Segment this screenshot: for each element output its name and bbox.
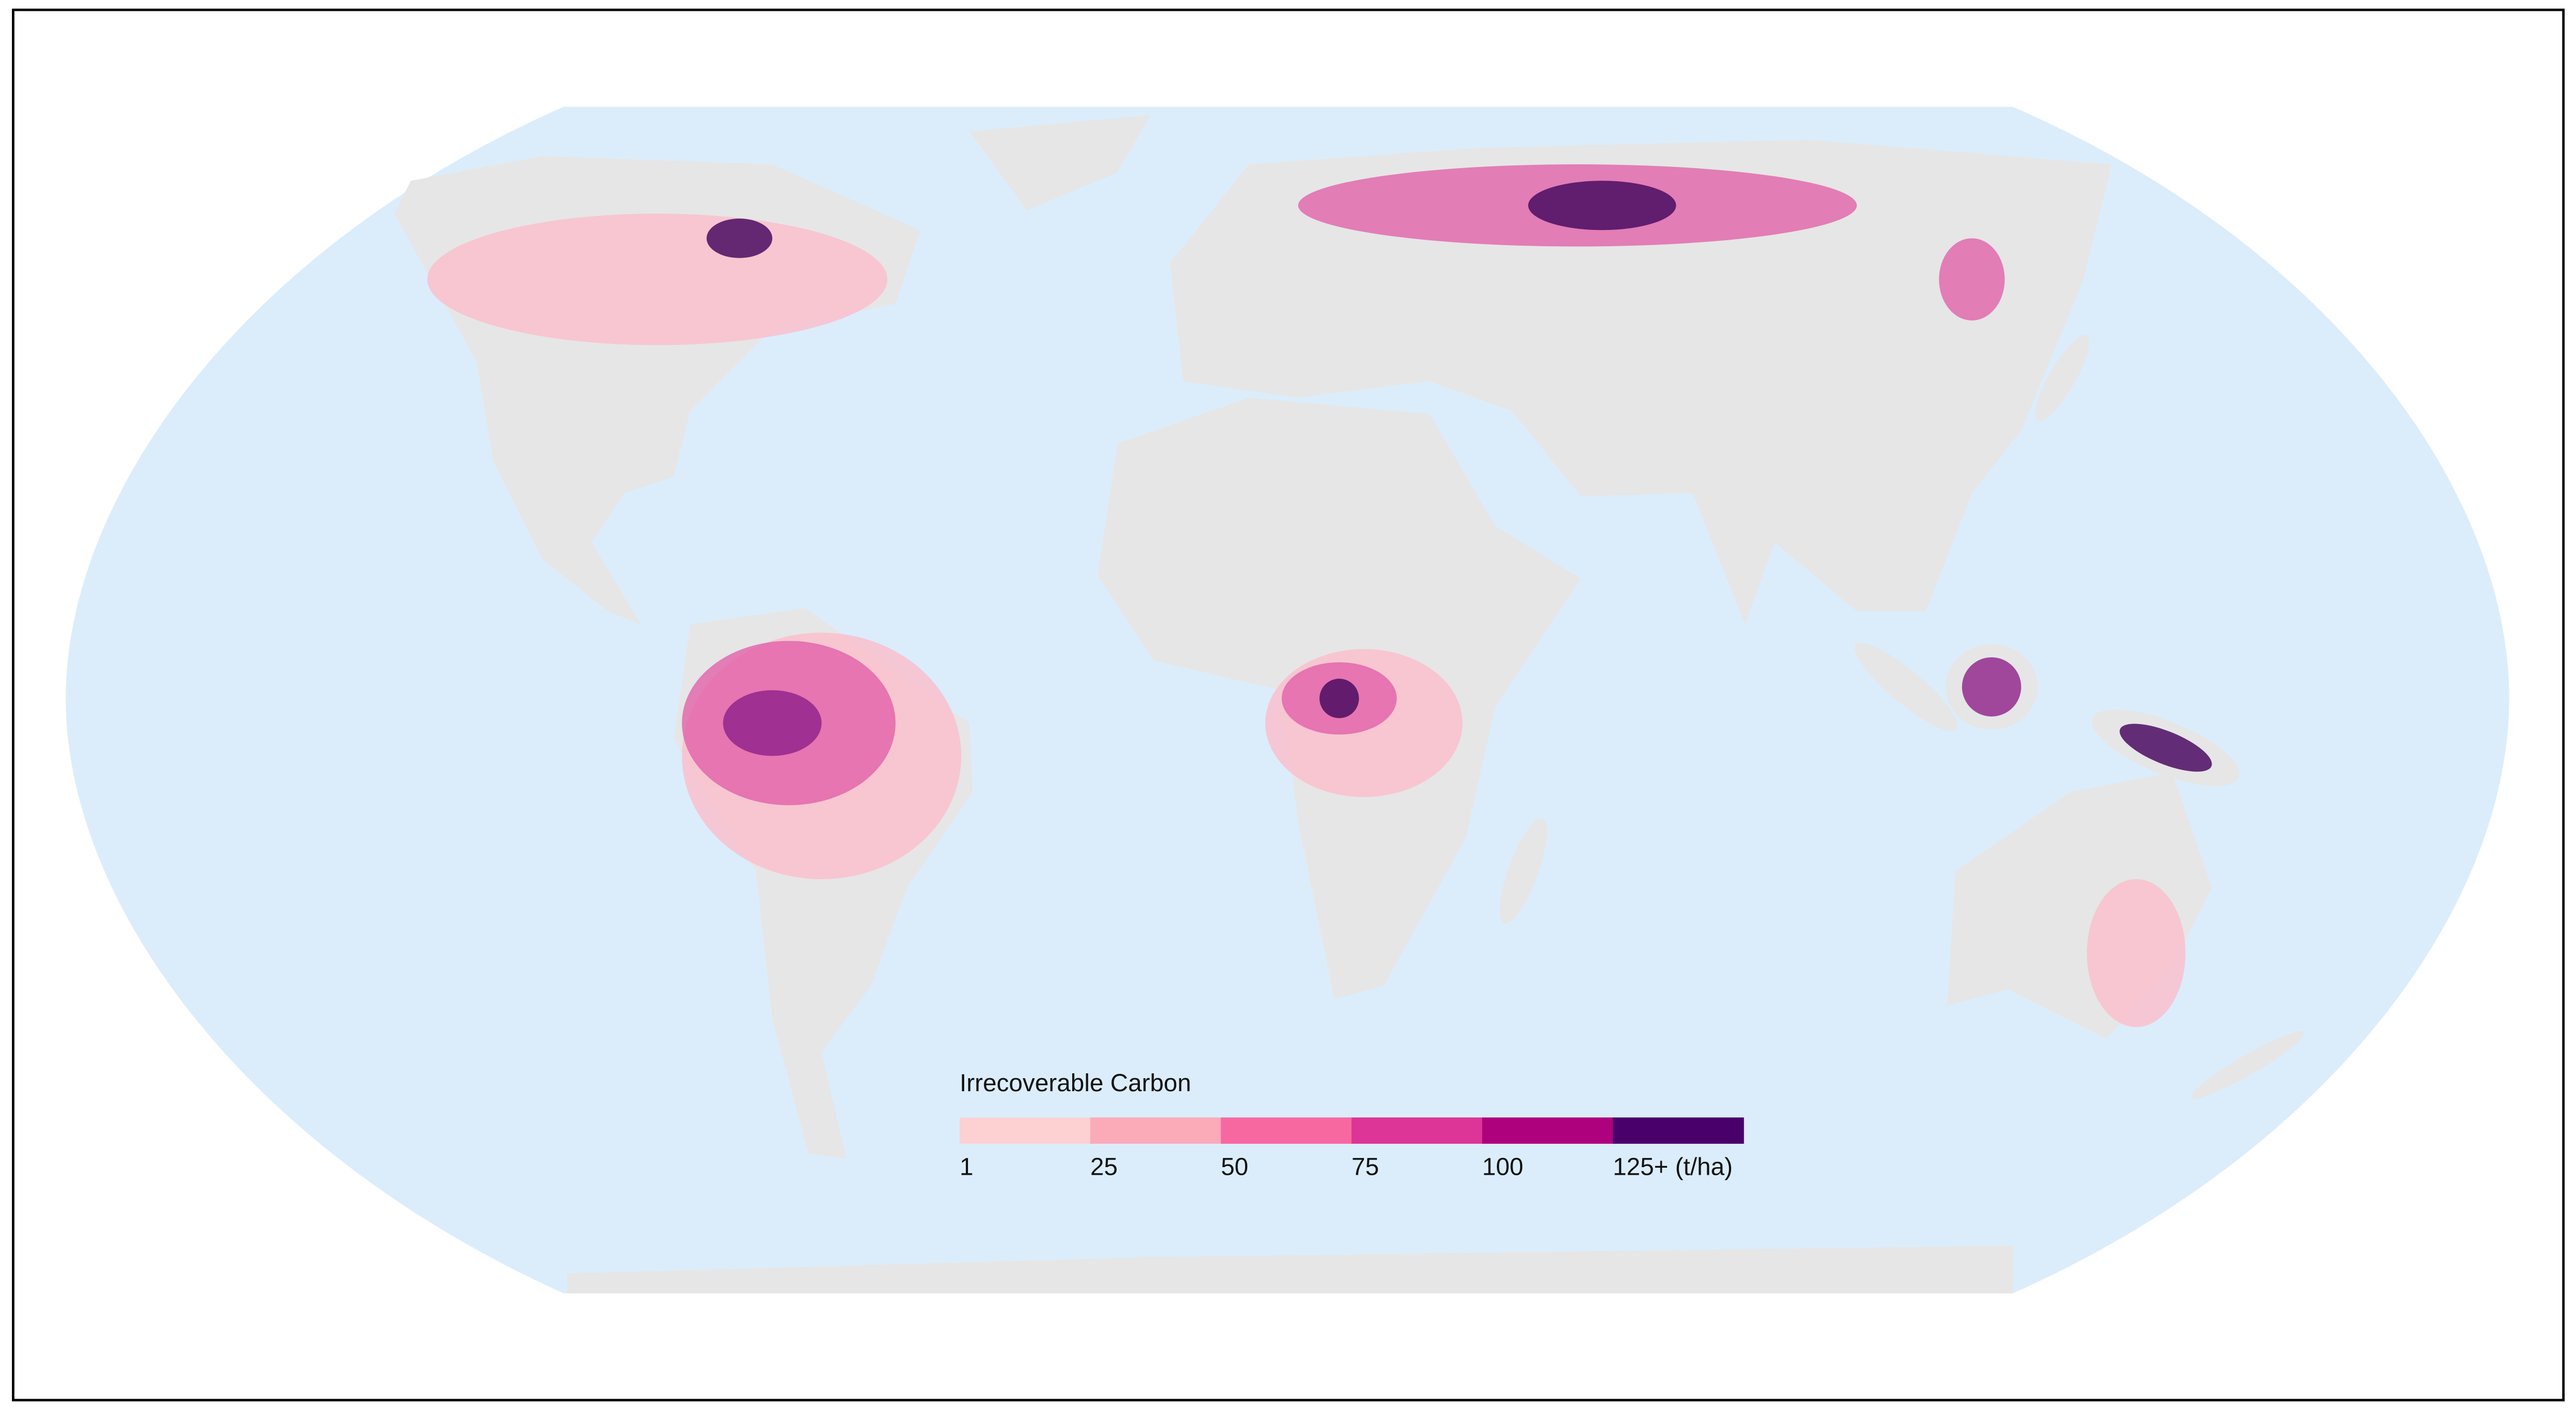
carbon-patch	[2119, 723, 2212, 772]
legend-swatch	[1221, 1117, 1353, 1144]
legend-tick-label: 125+ (t/ha)	[1613, 1153, 1733, 1180]
eurasia	[1170, 139, 2112, 625]
legend-swatch	[1482, 1117, 1613, 1144]
new-zealand	[2190, 1030, 2305, 1099]
legend-tick-label: 1	[960, 1153, 973, 1180]
carbon-patch	[1528, 181, 1676, 231]
madagascar	[1500, 818, 1547, 924]
legend-swatch	[1612, 1117, 1744, 1144]
carbon-patch	[2087, 879, 2186, 1027]
carbon-patch	[427, 213, 888, 345]
legend-tick-label: 50	[1221, 1153, 1248, 1180]
map: Irrecoverable Carbon 1 25 50 75 100 125+ (t/h…	[11, 8, 2565, 1401]
carbon-patch	[706, 218, 773, 258]
japan	[2035, 335, 2090, 421]
carbon-patch	[1962, 657, 2021, 717]
legend: Irrecoverable Carbon 1 25 50 75 100 125+ (t/h…	[959, 1069, 1744, 1180]
legend-title: Irrecoverable Carbon	[960, 1069, 1191, 1097]
legend-tick-label: 25	[1090, 1153, 1118, 1180]
legend-tick-label: 75	[1351, 1153, 1379, 1180]
legend-tick-label: 100	[1482, 1153, 1523, 1180]
legend-swatch	[1351, 1117, 1483, 1144]
antarctica	[567, 1245, 2013, 1294]
carbon-patch	[1319, 678, 1359, 719]
carbon-density	[427, 164, 2212, 1027]
greenland	[969, 115, 1150, 210]
carbon-patch	[723, 690, 822, 756]
legend-swatch	[1090, 1117, 1222, 1144]
legend-swatch	[959, 1117, 1091, 1144]
sumatra	[1854, 643, 1958, 731]
carbon-patch	[1939, 238, 2005, 321]
